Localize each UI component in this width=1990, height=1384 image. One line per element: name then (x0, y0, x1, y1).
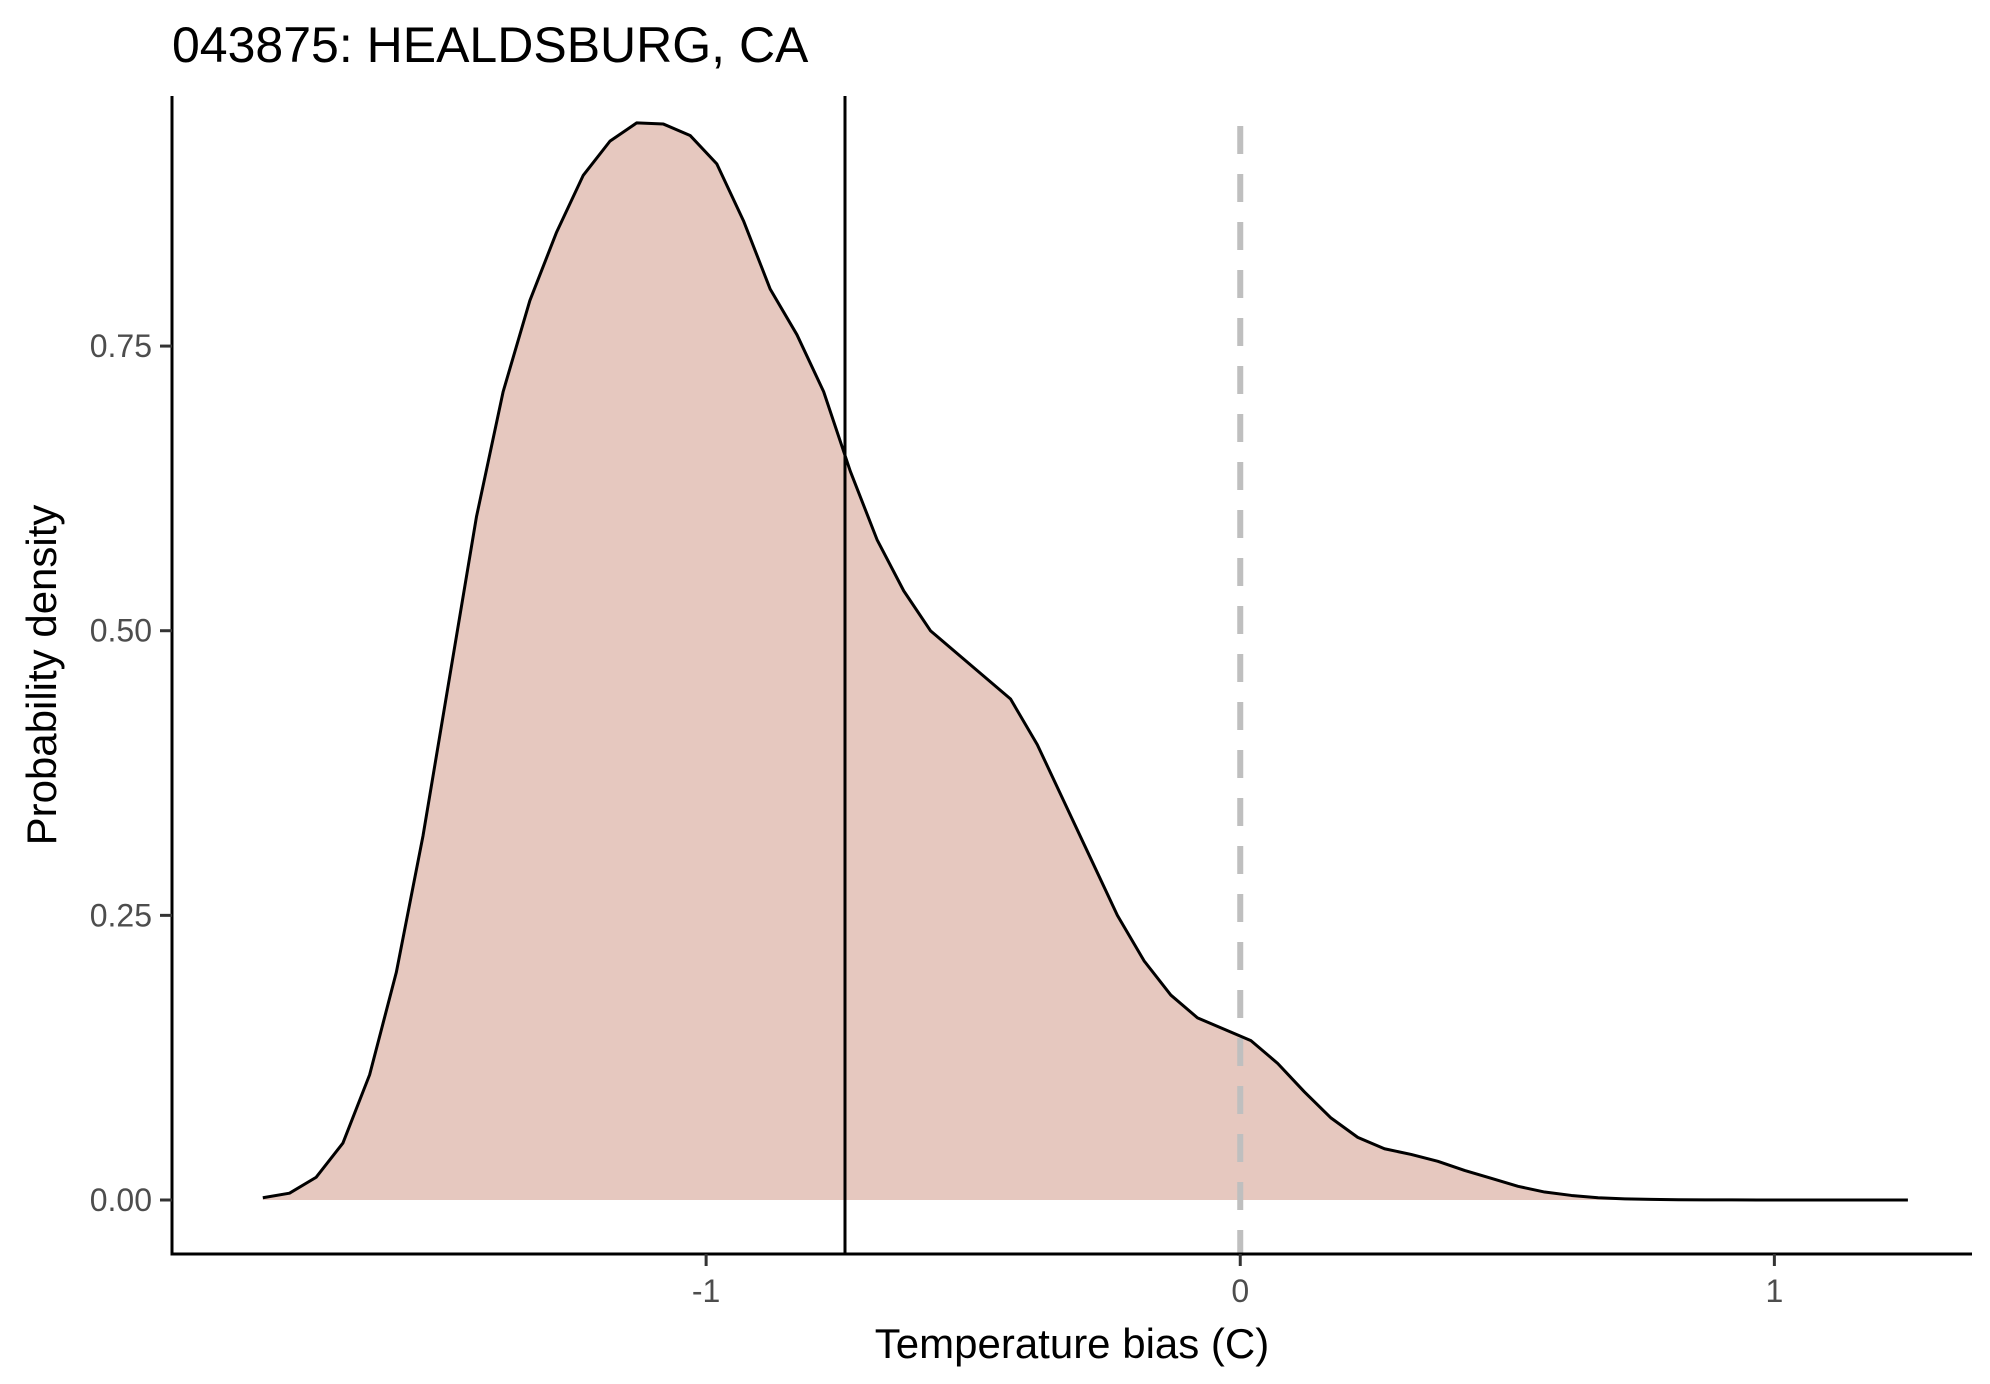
y-tick-label: 0.00 (90, 1182, 152, 1218)
x-axis-title: Temperature bias (C) (875, 1320, 1269, 1367)
density-area (262, 122, 1908, 1200)
axes (170, 96, 1972, 1256)
y-tick-label: 0.75 (90, 328, 152, 364)
x-tick-label: 1 (1765, 1273, 1783, 1309)
x-tick-label: 0 (1231, 1273, 1249, 1309)
y-ticks: 0.00 0.25 0.50 0.75 (90, 328, 172, 1218)
density-curve (262, 121, 1908, 1202)
y-tick-label: 0.50 (90, 613, 152, 649)
x-tick-label: -1 (692, 1273, 720, 1309)
x-ticks: -1 0 1 (692, 1254, 1783, 1309)
plot-area (262, 96, 1908, 1256)
y-tick-label: 0.25 (90, 897, 152, 933)
y-axis-title: Probability density (18, 505, 65, 846)
chart-title: 043875: HEALDSBURG, CA (172, 17, 809, 73)
